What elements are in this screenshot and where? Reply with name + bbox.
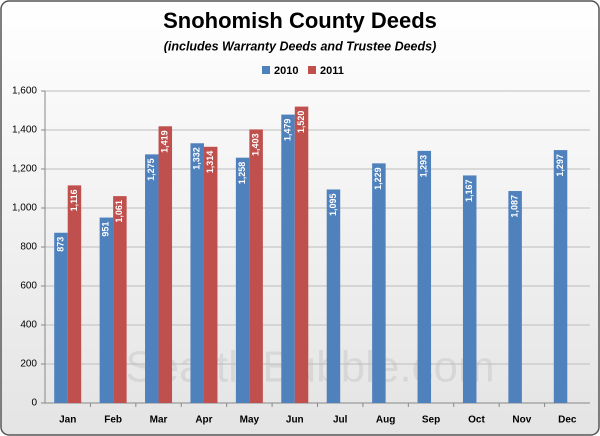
y-tick-label: 200 (20, 359, 37, 370)
data-label: 1,258 (237, 162, 247, 185)
data-label: 1,403 (251, 133, 261, 156)
y-tick-label: 1,200 (12, 164, 37, 175)
data-label: 1,229 (373, 167, 383, 190)
legend-label: 2011 (320, 65, 344, 77)
bar (417, 150, 432, 403)
data-label: 951 (101, 222, 111, 237)
bar (235, 157, 250, 403)
y-tick-label: 600 (20, 281, 37, 292)
bar (462, 175, 477, 403)
bar (372, 163, 386, 403)
data-label: 1,314 (205, 151, 215, 174)
bar (508, 191, 522, 403)
data-label: 1,095 (328, 193, 338, 216)
bar (54, 232, 68, 403)
data-label: 1,116 (69, 189, 79, 211)
bar (281, 114, 295, 403)
data-label: 1,061 (114, 200, 124, 223)
y-tick-label: 800 (20, 242, 37, 253)
data-label: 1,167 (464, 179, 474, 202)
legend-label: 2010 (274, 65, 298, 77)
chart-subtitle: (includes Warranty Deeds and Trustee Dee… (164, 39, 437, 53)
x-tick-label: Dec (558, 415, 577, 426)
bar (113, 196, 127, 403)
data-label: 1,297 (555, 154, 565, 177)
bar (158, 126, 173, 404)
x-tick-label: Nov (512, 415, 531, 426)
x-tick-label: Jun (286, 415, 304, 426)
bar (190, 143, 204, 403)
bar (553, 150, 568, 403)
bar (203, 146, 218, 403)
x-tick-label: Apr (195, 415, 212, 426)
watermark: SeattleBubble.com (125, 343, 494, 392)
x-tick-label: Oct (468, 415, 485, 426)
bar (145, 154, 159, 403)
data-label: 873 (55, 237, 65, 252)
x-tick-label: Sep (422, 415, 440, 426)
x-tick-label: Aug (376, 415, 395, 426)
bar (67, 185, 82, 403)
chart-title: Snohomish County Deeds (163, 8, 437, 33)
data-label: 1,520 (296, 111, 306, 134)
bar (99, 217, 114, 403)
data-label: 1,275 (146, 158, 156, 181)
x-tick-label: May (240, 415, 260, 426)
y-tick-label: 1,000 (12, 203, 37, 214)
x-tick-label: Feb (104, 415, 122, 426)
data-label: 1,087 (510, 195, 520, 218)
bar (326, 189, 341, 403)
x-tick-label: Mar (150, 415, 168, 426)
y-tick-label: 400 (20, 320, 37, 331)
y-tick-label: 0 (31, 398, 37, 409)
data-label: 1,293 (419, 155, 429, 178)
data-label: 1,479 (282, 119, 292, 142)
bar (249, 129, 263, 404)
legend-swatch (308, 66, 316, 74)
data-label: 1,419 (160, 130, 170, 153)
data-label: 1,332 (192, 147, 202, 170)
bar (294, 106, 309, 403)
y-tick-label: 1,600 (12, 86, 37, 97)
x-tick-label: Jan (59, 415, 76, 426)
legend-swatch (262, 66, 270, 74)
y-tick-label: 1,400 (12, 125, 37, 136)
x-tick-label: Jul (333, 415, 348, 426)
